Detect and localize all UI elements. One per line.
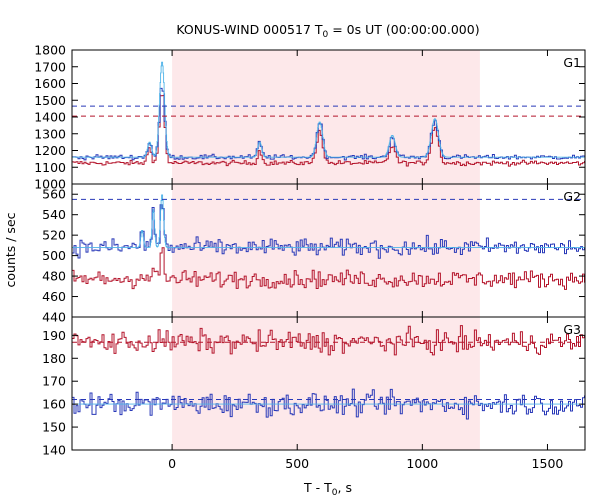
x-axis-label: T - T0, s [303, 480, 352, 498]
x-tick-label-1500: 1500 [532, 456, 564, 471]
y-tick-label-g3-160: 160 [42, 397, 66, 412]
panel-label-g1: G1 [563, 55, 581, 70]
chart-title: KONUS-WIND 000517 T0 = 0s UT (00:00:00.0… [176, 22, 479, 40]
x-tick-label-0: 0 [168, 456, 176, 471]
y-tick-label-g1-1800: 1800 [34, 43, 66, 58]
shaded-interval-g1 [172, 50, 480, 184]
series-blue-g2 [72, 204, 585, 259]
series-red-g2 [72, 247, 585, 290]
y-tick-label-g1-1000: 1000 [34, 177, 66, 192]
panels-group: 100011001200130014001500160017001800G144… [34, 43, 586, 458]
y-tick-label-g3-190: 190 [42, 328, 66, 343]
y-tick-label-g3-140: 140 [42, 443, 66, 458]
x-tick-label-1000: 1000 [406, 456, 438, 471]
y-tick-label-g3-180: 180 [42, 351, 66, 366]
series-cyan-g2 [72, 194, 585, 248]
y-tick-label-g1-1500: 1500 [34, 93, 66, 108]
series-cyan-g1 [72, 61, 585, 158]
y-tick-label-g1-1700: 1700 [34, 59, 66, 74]
panel-g2: 440 460 480 500 520 540 560 G2 [42, 183, 586, 325]
panel-frame-g3 [71, 316, 586, 451]
y-tick-label-g2-520: 520 [42, 228, 66, 243]
y-axis-label: counts / sec [3, 212, 18, 287]
y-tick-label-g3-150: 150 [42, 420, 66, 435]
y-tick-label-g2-540: 540 [42, 207, 66, 222]
x-axis-ticks: 0 500 1000 1500 [168, 456, 563, 471]
series-red-g1 [72, 95, 585, 167]
y-tick-label-g1-1200: 1200 [34, 143, 66, 158]
y-tick-label-g1-1100: 1100 [34, 160, 66, 175]
y-tick-label-g2-480: 480 [42, 269, 66, 284]
series-red-g3 [72, 325, 585, 356]
shaded-interval-g2 [172, 184, 480, 317]
panel-g3: 140 150 160 170 180 190 G3 [42, 316, 586, 458]
y-tick-label-g2-500: 500 [42, 248, 66, 263]
panel-label-g3: G3 [563, 322, 581, 337]
y-tick-label-g2-560: 560 [42, 187, 66, 202]
y-tick-label-g1-1600: 1600 [34, 76, 66, 91]
y-tick-label-g2-440: 440 [42, 310, 66, 325]
series-blue-g3 [72, 388, 585, 420]
x-tick-label-500: 500 [285, 456, 309, 471]
shaded-interval-g3 [172, 317, 480, 450]
y-tick-label-g2-460: 460 [42, 289, 66, 304]
panel-label-g2: G2 [563, 189, 581, 204]
y-tick-label-g1-1400: 1400 [34, 110, 66, 125]
y-tick-label-g3-170: 170 [42, 374, 66, 389]
y-tick-label-g1-1300: 1300 [34, 126, 66, 141]
